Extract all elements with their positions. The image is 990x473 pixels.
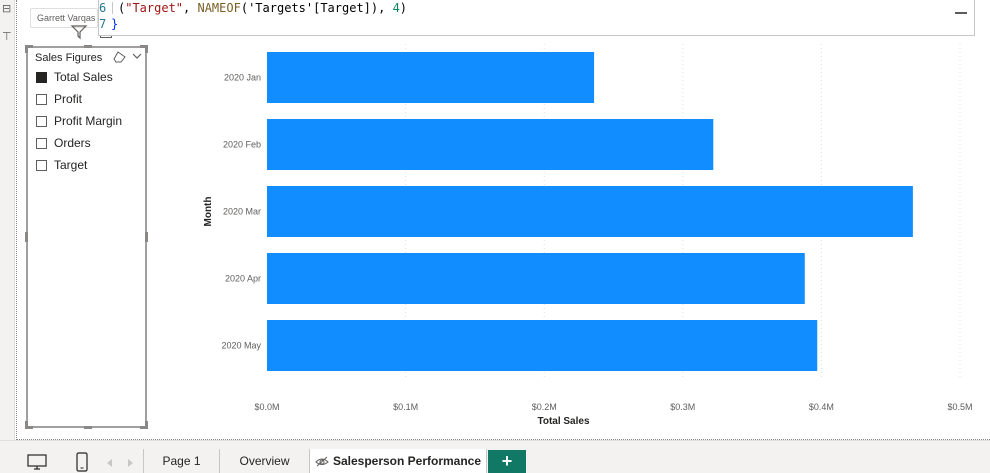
y-tick-label: 2020 Mar — [223, 207, 261, 217]
page-tab-bar: Page 1 Overview Salesperson Performance … — [0, 440, 990, 473]
checkbox[interactable] — [36, 159, 47, 171]
line-number: 6 — [99, 1, 107, 15]
add-page-button[interactable]: + — [488, 450, 526, 473]
code-token: } — [111, 17, 119, 31]
y-tick-label: 2020 Apr — [225, 274, 261, 284]
tab-label: Page 1 — [162, 454, 201, 468]
tab-label: Salesperson Performance — [332, 454, 482, 468]
tab-label: Overview — [239, 454, 290, 468]
code-token: ('Targets'[Target]), — [240, 1, 393, 15]
checkbox[interactable] — [36, 115, 47, 127]
resize-handle[interactable] — [25, 45, 33, 48]
checkbox[interactable] — [36, 71, 47, 83]
scroll-right-icon[interactable] — [126, 459, 134, 467]
collapse-icon[interactable]: ⊟ — [2, 2, 12, 15]
x-tick-label: $0.0M — [254, 402, 279, 412]
indent-guide — [112, 2, 113, 14]
x-tick-label: $0.4M — [809, 402, 834, 412]
resize-handle[interactable] — [25, 421, 28, 429]
dax-formula-editor[interactable]: 6 ("Target", NAMEOF('Targets'[Target]), 4… — [98, 0, 975, 36]
perspective-chip-label: Garrett Varqas — [37, 13, 96, 23]
checkbox[interactable] — [36, 93, 47, 105]
line-number: 7 — [99, 17, 107, 31]
filter-icon[interactable] — [70, 24, 88, 40]
resize-handle[interactable] — [140, 426, 148, 429]
scroll-left-icon[interactable] — [106, 459, 114, 467]
chevron-down-icon[interactable] — [132, 52, 142, 60]
slicer-item-total-sales[interactable]: Total Sales — [36, 69, 113, 85]
slicer-item-label: Orders — [54, 136, 91, 150]
checkbox[interactable] — [36, 137, 47, 149]
hidden-page-icon — [315, 456, 329, 467]
code-line[interactable]: 7} — [99, 16, 118, 32]
resize-handle[interactable] — [84, 426, 92, 429]
mobile-layout-icon[interactable] — [76, 452, 88, 472]
slicer-item-label: Profit Margin — [54, 114, 123, 128]
code-line[interactable]: 6 ("Target", NAMEOF('Targets'[Target]), 4… — [99, 0, 407, 16]
slicer-item-target[interactable]: Target — [36, 157, 87, 173]
resize-handle[interactable] — [145, 421, 148, 429]
resize-handle[interactable] — [25, 232, 28, 242]
y-axis-title: Month — [203, 197, 214, 227]
slicer-item-label: Total Sales — [54, 70, 113, 84]
resize-handle[interactable] — [145, 45, 148, 53]
slicer-item-label: Profit — [54, 92, 83, 106]
perspective-chip[interactable]: Garrett Varqas — [30, 8, 98, 28]
y-tick-label: 2020 Feb — [223, 140, 261, 150]
code-token: "Target" — [125, 1, 184, 15]
desktop-layout-icon[interactable] — [27, 454, 47, 470]
bar-2020-feb[interactable] — [267, 119, 714, 170]
filter-pane-icon[interactable]: ⊤ — [2, 30, 12, 43]
left-panel-edge: ⊟ ⊤ — [0, 0, 15, 440]
y-tick-label: 2020 May — [221, 341, 261, 351]
minimize-icon[interactable] — [954, 6, 968, 20]
slicer-title: Sales Figures — [35, 52, 103, 64]
report-canvas — [16, 0, 990, 440]
bar-2020-may[interactable] — [267, 320, 818, 371]
tab-overview[interactable]: Overview — [219, 449, 309, 473]
tab-page-1[interactable]: Page 1 — [143, 449, 219, 473]
x-tick-label: $0.5M — [947, 402, 972, 412]
x-tick-label: $0.2M — [532, 402, 557, 412]
bar-2020-jan[interactable] — [267, 52, 595, 103]
resize-handle[interactable] — [145, 232, 148, 242]
code-token: , — [183, 1, 198, 15]
x-tick-label: $0.1M — [393, 402, 418, 412]
slicer-item-label: Target — [54, 158, 88, 172]
bar-chart-svg: 2020 Jan 2020 Feb 2020 Mar 2020 Apr 2020 May… — [203, 44, 973, 427]
y-tick-label: 2020 Jan — [224, 73, 261, 83]
code-token: ) — [399, 1, 408, 15]
resize-handle[interactable] — [25, 426, 33, 429]
code-token: ( — [118, 1, 126, 15]
resize-handle[interactable] — [25, 45, 28, 53]
slicer-item-profit[interactable]: Profit — [36, 91, 82, 107]
total-sales-bar-chart[interactable]: 2020 Jan 2020 Feb 2020 Mar 2020 Apr 2020 May… — [180, 42, 980, 432]
code-token: NAMEOF — [197, 1, 241, 15]
bar-2020-apr[interactable] — [267, 253, 805, 304]
sales-figures-slicer[interactable]: Sales Figures Total Sales Profit Profit Ma… — [25, 45, 148, 429]
bar-2020-mar[interactable] — [267, 186, 913, 237]
x-axis-title: Total Sales — [537, 416, 589, 427]
resize-handle[interactable] — [140, 45, 148, 48]
slicer-item-orders[interactable]: Orders — [36, 135, 91, 151]
eraser-icon[interactable] — [113, 51, 127, 63]
slicer-item-profit-margin[interactable]: Profit Margin — [36, 113, 122, 129]
x-tick-label: $0.3M — [670, 402, 695, 412]
code-token: 4 — [392, 1, 400, 15]
tab-salesperson-performance[interactable]: Salesperson Performance — [309, 449, 487, 473]
resize-handle[interactable] — [84, 45, 92, 48]
